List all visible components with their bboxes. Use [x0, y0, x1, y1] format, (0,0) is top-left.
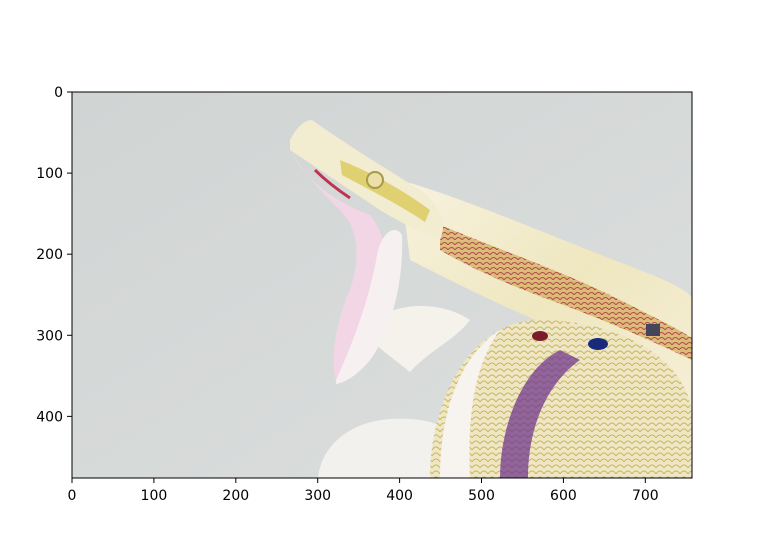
snake-body-pattern	[440, 225, 692, 360]
x-tick-label: 500	[468, 488, 495, 504]
coil-white-patch	[440, 330, 500, 478]
y-tick-label: 200	[36, 247, 63, 263]
x-axis: 0 100 200 300 400 500 600 700	[68, 478, 659, 504]
dark-red-spot	[532, 331, 548, 341]
snake-eye	[366, 171, 384, 189]
coil-purple-band	[500, 350, 580, 478]
y-tick-label: 300	[36, 328, 63, 344]
y-tick-label: 0	[54, 85, 63, 101]
dark-blue-spot	[588, 338, 608, 350]
head-yellow-markings	[340, 160, 430, 222]
y-tick-label: 100	[36, 166, 63, 182]
snake-coil-front	[430, 320, 692, 478]
y-tick-label: 400	[36, 409, 63, 425]
x-tick-label: 0	[68, 488, 77, 504]
y-axis: 0 100 200 300 400	[36, 85, 72, 425]
x-tick-label: 700	[632, 488, 659, 504]
plot-frame	[71, 91, 693, 479]
x-tick-label: 400	[386, 488, 413, 504]
x-tick-label: 100	[141, 488, 168, 504]
dark-mark	[646, 324, 660, 336]
snake-lower-jaw	[336, 230, 403, 384]
photo	[72, 92, 692, 478]
x-tick-label: 200	[222, 488, 249, 504]
mouth-red-accent	[313, 168, 351, 200]
x-tick-label: 300	[304, 488, 331, 504]
x-tick-label: 600	[550, 488, 577, 504]
